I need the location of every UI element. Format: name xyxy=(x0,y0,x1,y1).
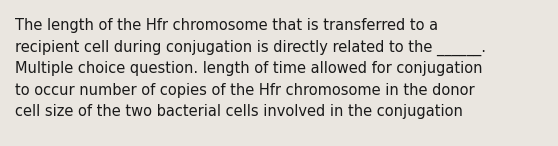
Text: to occur number of copies of the Hfr chromosome in the donor: to occur number of copies of the Hfr chr… xyxy=(15,82,475,98)
Text: Multiple choice question. length of time allowed for conjugation: Multiple choice question. length of time… xyxy=(15,61,483,76)
Text: The length of the Hfr chromosome that is transferred to a: The length of the Hfr chromosome that is… xyxy=(15,18,438,33)
Text: cell size of the two bacterial cells involved in the conjugation: cell size of the two bacterial cells inv… xyxy=(15,104,463,119)
Text: recipient cell during conjugation is directly related to the ______.: recipient cell during conjugation is dir… xyxy=(15,40,486,56)
